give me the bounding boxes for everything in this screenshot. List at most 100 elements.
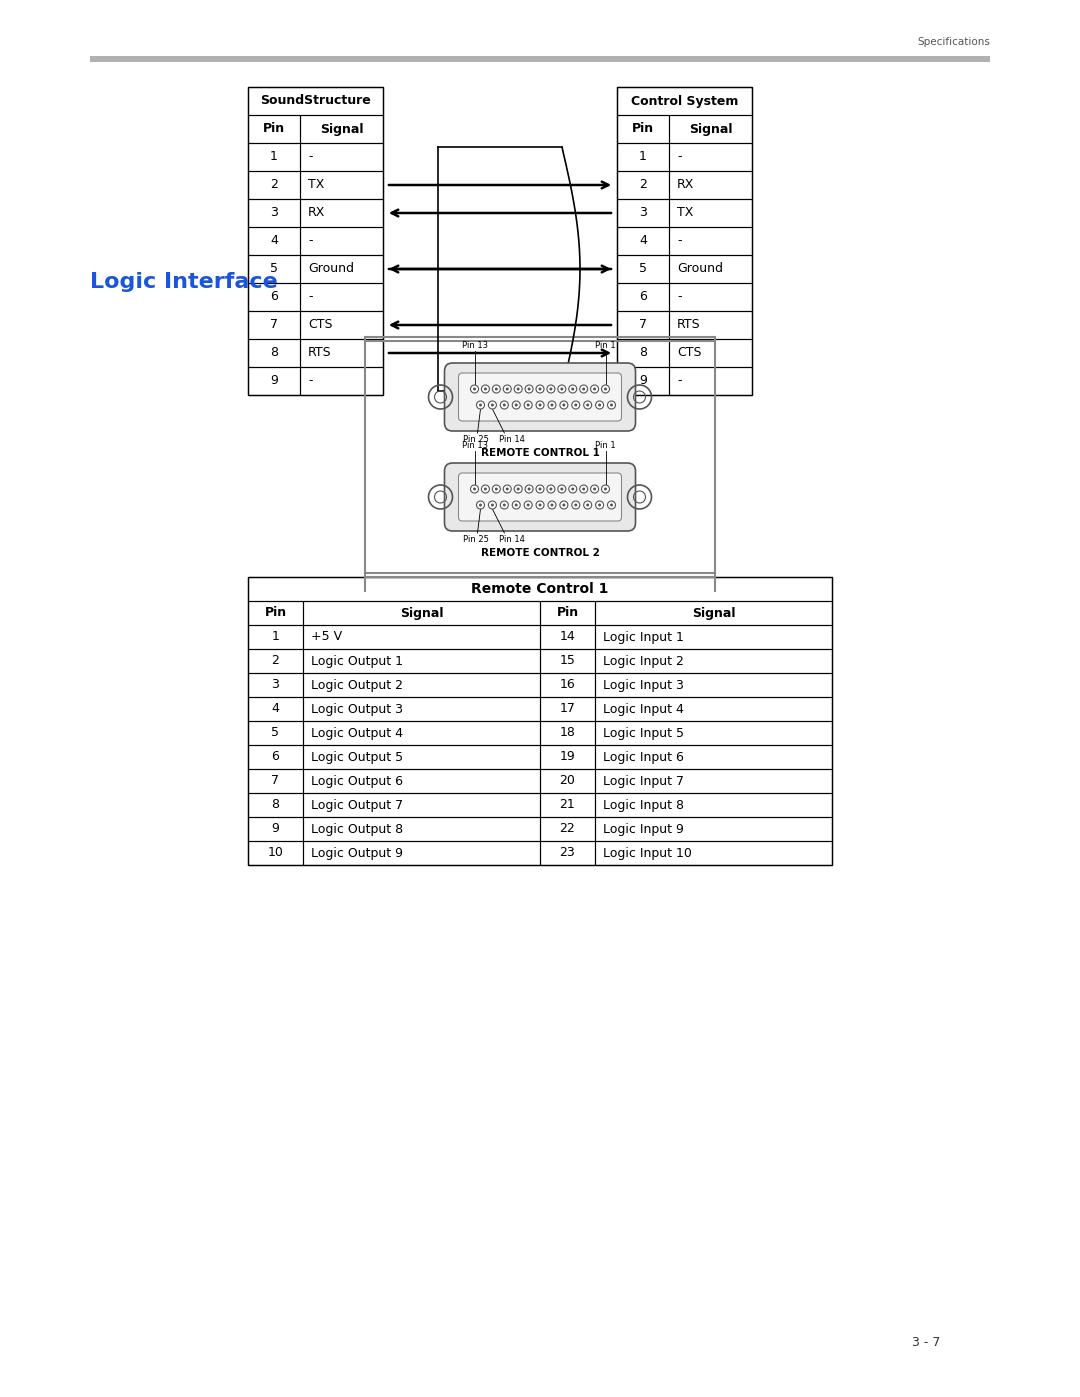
Text: Logic Output 7: Logic Output 7 <box>311 799 403 812</box>
Circle shape <box>550 387 552 391</box>
Bar <box>669 142 752 170</box>
Text: Control System: Control System <box>631 95 739 108</box>
Circle shape <box>503 503 505 507</box>
Circle shape <box>550 488 552 490</box>
Text: 3 - 7: 3 - 7 <box>912 1336 940 1348</box>
Text: 4: 4 <box>639 235 647 247</box>
Text: 2: 2 <box>639 179 647 191</box>
Circle shape <box>528 387 530 391</box>
Text: 2: 2 <box>271 655 280 668</box>
FancyBboxPatch shape <box>459 474 621 521</box>
FancyBboxPatch shape <box>459 373 621 420</box>
Bar <box>540 673 595 697</box>
Bar <box>303 650 540 673</box>
Bar <box>617 339 669 367</box>
Bar <box>595 624 832 650</box>
Bar <box>617 170 669 198</box>
Bar <box>300 339 383 367</box>
Circle shape <box>582 387 585 391</box>
Text: 2: 2 <box>270 179 278 191</box>
Text: 5: 5 <box>270 263 278 275</box>
Circle shape <box>527 404 529 407</box>
Text: 6: 6 <box>271 750 280 764</box>
Text: -: - <box>677 235 681 247</box>
Bar <box>669 198 752 226</box>
Bar <box>617 226 669 256</box>
Bar <box>540 624 595 650</box>
Bar <box>248 198 300 226</box>
Bar <box>617 198 669 226</box>
Circle shape <box>524 502 532 509</box>
Bar <box>248 697 303 721</box>
Circle shape <box>602 386 609 393</box>
Text: 20: 20 <box>559 774 576 788</box>
Circle shape <box>593 387 596 391</box>
Circle shape <box>500 502 509 509</box>
Text: Pin: Pin <box>262 123 285 136</box>
Circle shape <box>591 485 598 493</box>
Circle shape <box>551 503 553 507</box>
Text: 23: 23 <box>559 847 576 859</box>
Bar <box>303 697 540 721</box>
FancyBboxPatch shape <box>445 462 635 531</box>
Text: RX: RX <box>308 207 325 219</box>
Bar <box>540 817 595 841</box>
Text: 1: 1 <box>270 151 278 163</box>
Bar <box>617 284 669 312</box>
Circle shape <box>488 502 497 509</box>
Circle shape <box>580 386 588 393</box>
Circle shape <box>503 386 511 393</box>
FancyBboxPatch shape <box>445 363 635 432</box>
Text: RTS: RTS <box>308 346 332 359</box>
Bar <box>248 256 300 284</box>
Circle shape <box>561 488 564 490</box>
Text: 4: 4 <box>271 703 280 715</box>
Text: Logic Output 6: Logic Output 6 <box>311 774 403 788</box>
Circle shape <box>610 503 613 507</box>
Circle shape <box>482 386 489 393</box>
Circle shape <box>536 502 544 509</box>
Circle shape <box>525 386 534 393</box>
Bar <box>303 624 540 650</box>
Bar <box>669 256 752 284</box>
Circle shape <box>607 502 616 509</box>
Bar <box>617 312 669 339</box>
Circle shape <box>604 488 607 490</box>
Circle shape <box>569 485 577 493</box>
Bar <box>669 284 752 312</box>
Bar <box>300 312 383 339</box>
Circle shape <box>559 502 568 509</box>
Bar <box>248 367 300 395</box>
Circle shape <box>539 387 541 391</box>
Circle shape <box>586 404 590 407</box>
Circle shape <box>488 401 497 409</box>
Circle shape <box>536 401 544 409</box>
Bar <box>617 256 669 284</box>
Text: RTS: RTS <box>677 319 701 331</box>
Bar <box>540 745 595 768</box>
Bar <box>303 673 540 697</box>
Text: Ground: Ground <box>677 263 723 275</box>
Bar <box>303 768 540 793</box>
Circle shape <box>476 502 485 509</box>
Bar <box>303 793 540 817</box>
Text: Pin: Pin <box>632 123 654 136</box>
Bar <box>300 170 383 198</box>
Text: Logic Input 2: Logic Input 2 <box>603 655 684 668</box>
Text: 6: 6 <box>270 291 278 303</box>
Bar <box>595 721 832 745</box>
Bar <box>595 745 832 768</box>
Circle shape <box>593 488 596 490</box>
Text: 1: 1 <box>271 630 280 644</box>
Text: 9: 9 <box>270 374 278 387</box>
Circle shape <box>500 401 509 409</box>
Bar <box>248 577 832 601</box>
Circle shape <box>586 503 590 507</box>
Circle shape <box>480 503 482 507</box>
Text: REMOTE CONTROL 2: REMOTE CONTROL 2 <box>481 548 599 557</box>
Circle shape <box>482 485 489 493</box>
Circle shape <box>548 502 556 509</box>
Bar <box>248 284 300 312</box>
Text: Logic Output 5: Logic Output 5 <box>311 750 403 764</box>
Circle shape <box>525 485 534 493</box>
